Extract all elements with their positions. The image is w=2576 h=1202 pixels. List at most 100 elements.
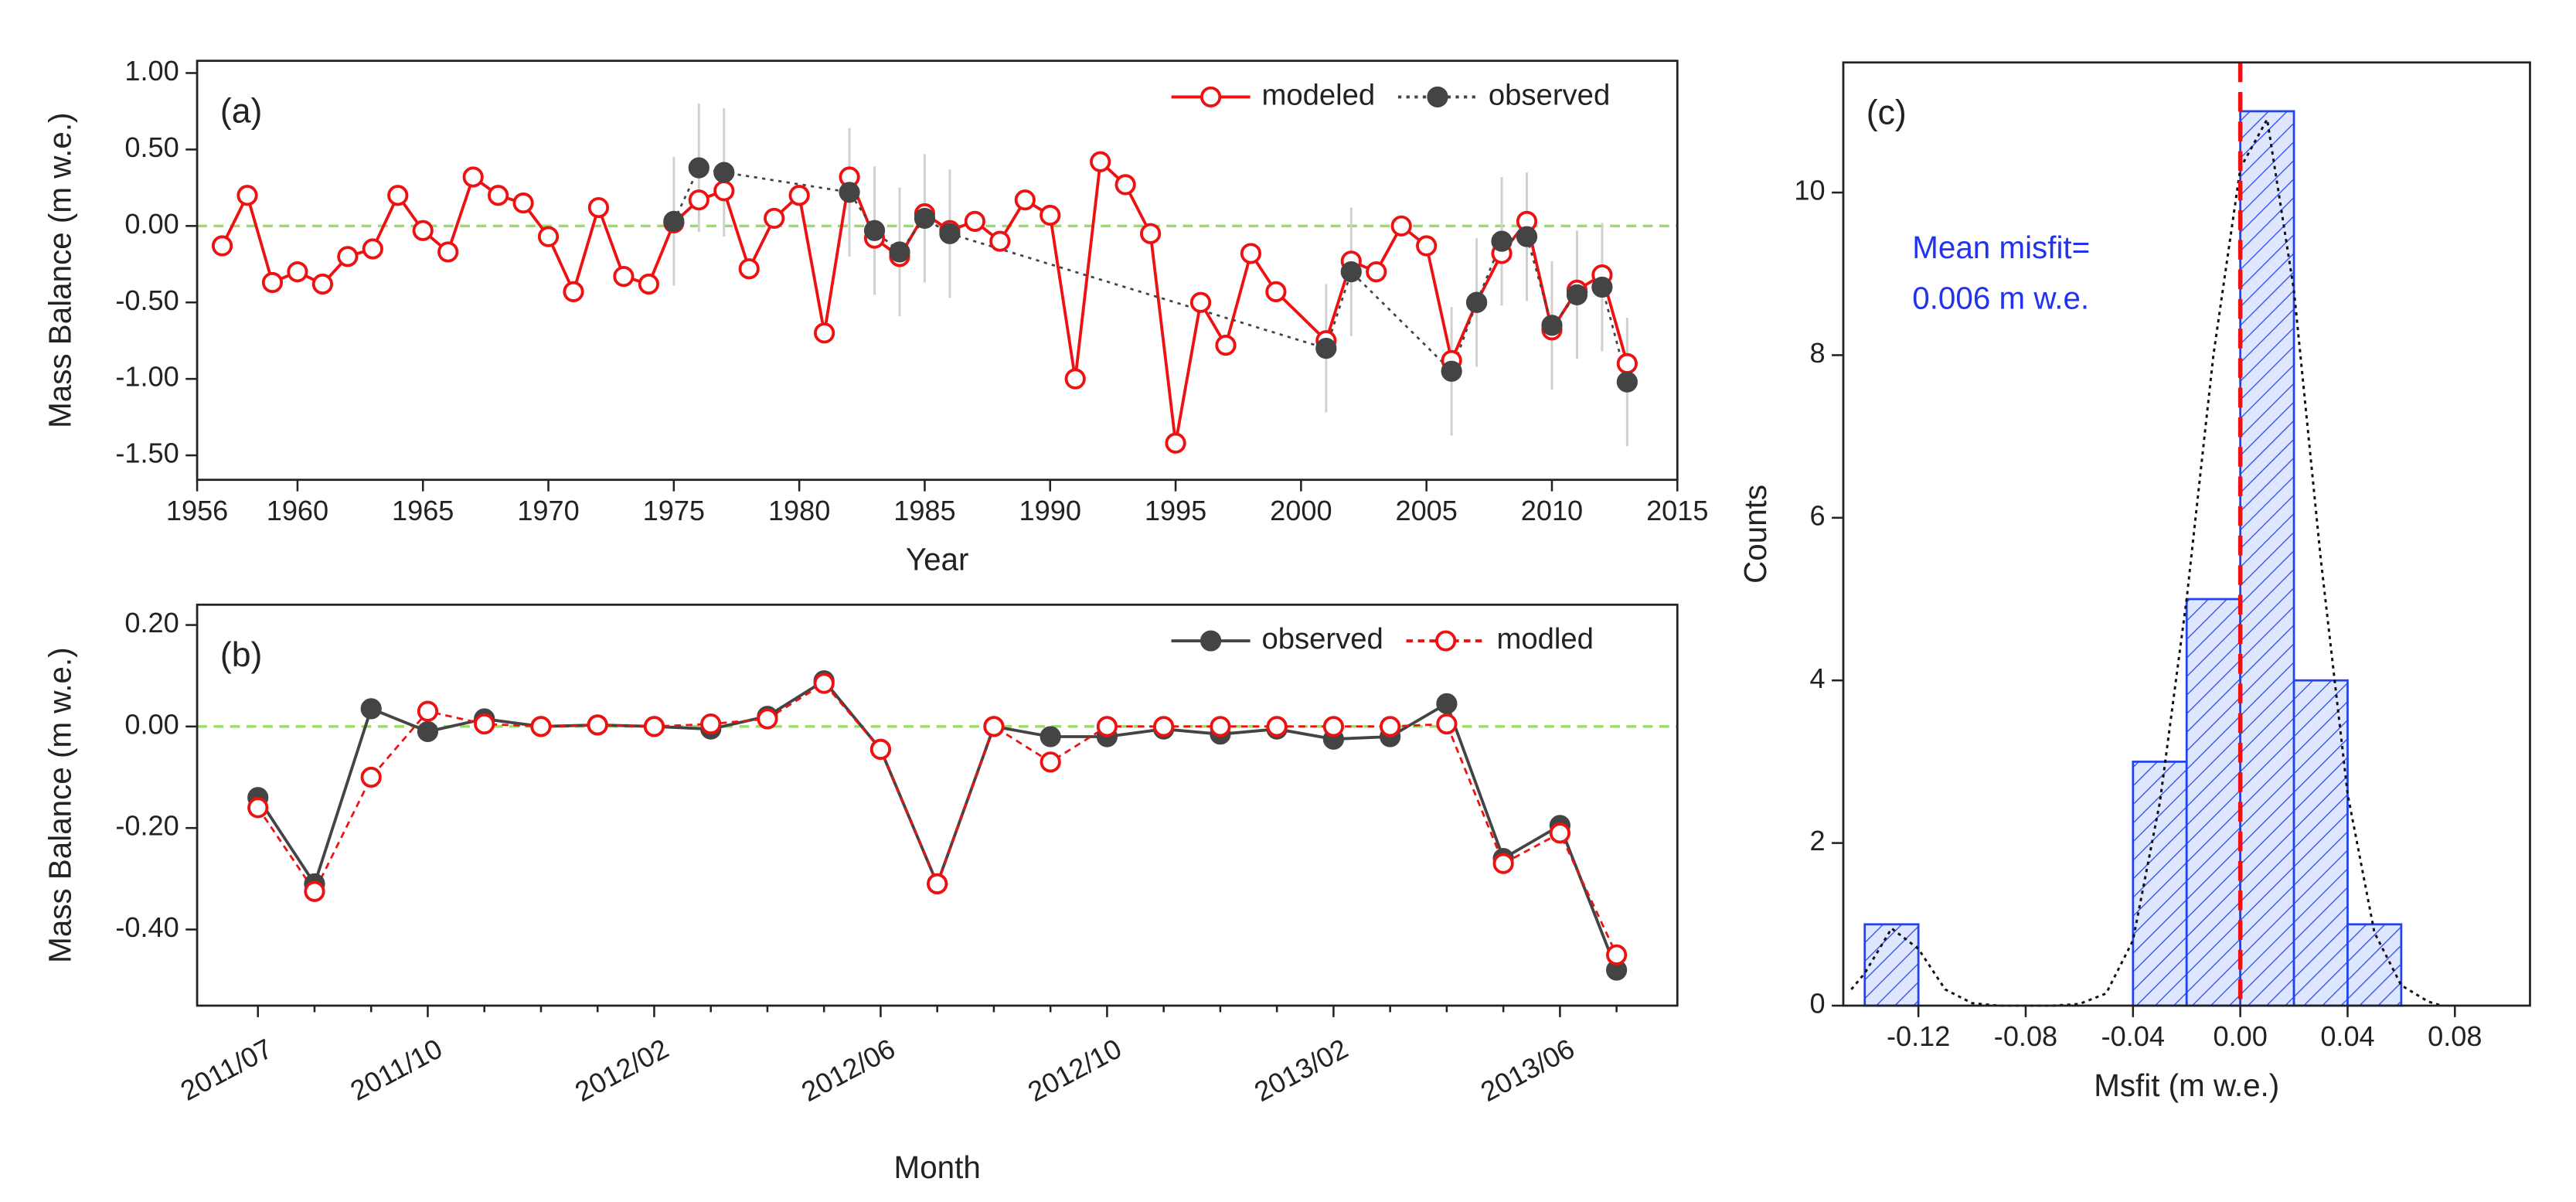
marker [462,166,484,188]
marker [1390,215,1412,237]
marker [360,698,382,720]
x-tick-label: -0.12 [1887,1020,1950,1052]
x-tick-label: -0.04 [2101,1020,2165,1052]
marker [488,185,509,206]
bar [2292,679,2349,1007]
x-tick-label: 1985 [893,495,955,526]
x-tick-label: 1956 [166,495,228,526]
marker [939,223,961,244]
marker [1014,189,1036,211]
marker [537,226,560,247]
marker [1165,432,1186,454]
marker [1566,284,1588,305]
legend-label: observed [1489,79,1610,112]
marker [247,797,269,819]
marker [437,241,459,263]
x-tick-label: 1995 [1145,495,1206,526]
marker [688,157,710,179]
marker [1114,174,1136,196]
y-tick-label: 2 [1809,825,1825,856]
y-tick-label: -0.50 [115,284,179,316]
marker [1441,360,1462,382]
marker [337,246,359,267]
marker [764,207,785,230]
marker [587,714,608,736]
legend-label: observed [1261,622,1383,655]
y-tick-label: -0.40 [115,911,179,943]
x-tick-label: 1965 [392,495,454,526]
y-tick-label: -0.20 [115,810,179,842]
marker [512,192,534,214]
bar [2185,598,2242,1007]
marker [362,238,383,260]
marker [1064,368,1086,390]
marker [1606,944,1628,965]
x-tick-label: 1975 [643,495,705,526]
y-tick-label: 0 [1809,988,1825,1020]
marker [1492,853,1514,874]
x-tick-label: 1980 [768,495,830,526]
marker [713,180,735,202]
bar [1863,923,1920,1007]
x-axis-title: Year [906,542,969,577]
marker [738,258,760,280]
y-axis-title: Mass Balance (m w.e.) [42,647,77,962]
marker [417,700,439,722]
marker [869,738,892,761]
marker [1153,716,1175,737]
marker [927,873,948,894]
x-tick-label: 2010 [1521,495,1583,526]
marker [1366,261,1387,283]
marker [1266,716,1288,737]
marker [1322,716,1345,737]
marker [1516,226,1538,247]
plot-frame [196,603,1679,1007]
x-tick-label: 2000 [1270,495,1332,526]
series-line [257,679,1618,971]
marker [1380,716,1401,737]
marker [1215,335,1237,356]
plot-frame [196,60,1679,482]
panel-label: (a) [220,92,263,130]
annotation: 0.006 m w.e. [1912,281,2089,316]
legend-marker [1200,630,1222,652]
series-line [672,166,1628,383]
marker [360,766,382,788]
x-axis-title: Msfit (m w.e.) [2094,1067,2279,1103]
marker [474,713,495,735]
marker [1436,693,1458,714]
x-tick-label: 0.08 [2428,1020,2482,1052]
marker [237,185,258,206]
fit-curve [1850,115,2442,1007]
y-tick-label: -1.50 [115,438,179,469]
y-tick-label: 8 [1809,337,1825,369]
marker [688,189,710,211]
x-tick-label: 2013/02 [1249,1033,1353,1108]
marker [813,673,835,694]
marker [1491,230,1513,252]
panel-label: (b) [220,636,263,674]
y-tick-label: 0.00 [124,708,179,740]
marker [700,713,722,735]
panel-label: (c) [1866,94,1907,132]
legend-label: modled [1497,622,1594,655]
y-axis-title: Mass Balance (m w.e.) [42,112,77,427]
marker [813,322,835,344]
annotation: Mean misfit= [1912,230,2090,265]
marker [788,185,810,206]
marker [417,720,439,743]
marker [839,182,860,203]
marker [1040,204,1061,226]
legend-marker [1435,630,1457,652]
y-axis-title: Counts [1737,485,1773,584]
y-tick-label: 0.50 [124,131,179,163]
marker [983,716,1005,737]
marker [1189,291,1212,313]
x-tick-label: 0.04 [2320,1020,2374,1052]
marker [1465,291,1488,313]
marker [387,185,409,206]
y-tick-label: -1.00 [115,361,179,393]
legend-label: modeled [1261,79,1375,112]
